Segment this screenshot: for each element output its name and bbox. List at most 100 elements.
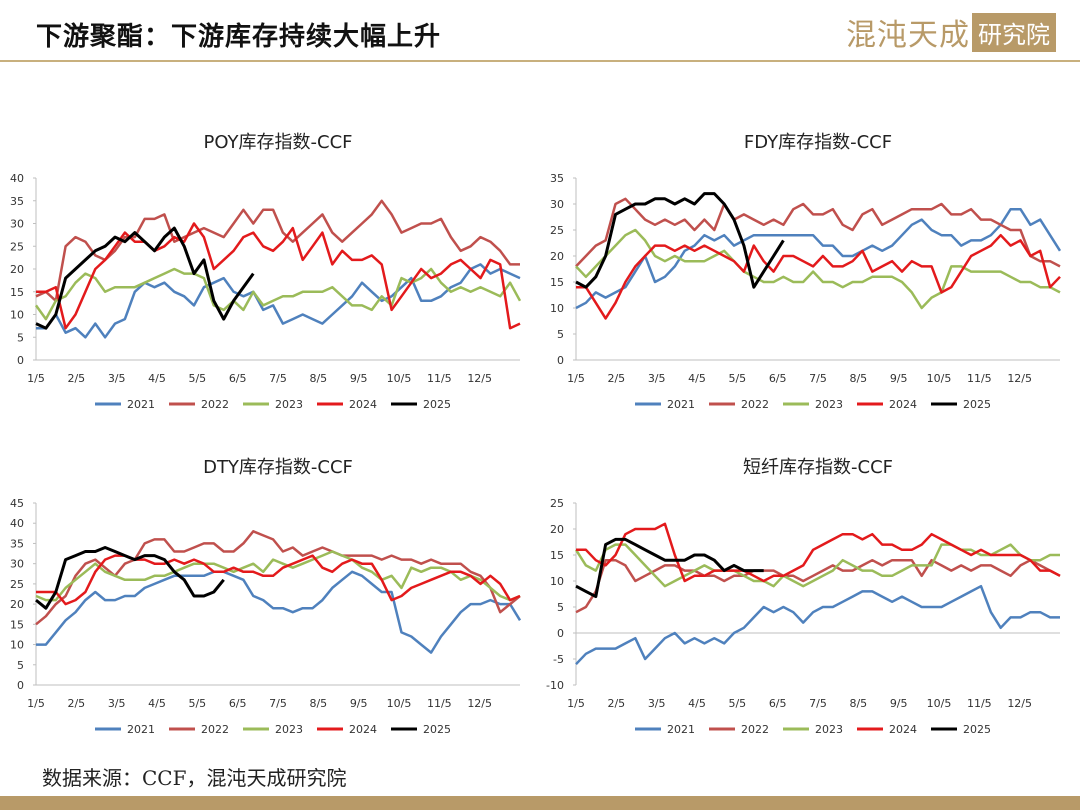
series-line-2024	[576, 522, 1061, 583]
legend-label-2025: 2025	[423, 723, 451, 736]
y-tick-label: 20	[10, 598, 24, 611]
legend-label-2022: 2022	[741, 723, 769, 736]
x-tick-label: 7/5	[269, 697, 287, 710]
y-tick-label: 10	[10, 639, 24, 652]
y-tick-label: 35	[10, 195, 24, 208]
x-tick-label: 1/5	[567, 372, 585, 385]
x-tick-label: 1/5	[27, 372, 45, 385]
x-tick-label: 12/5	[467, 372, 492, 385]
y-tick-label: 25	[10, 240, 24, 253]
x-tick-label: 6/5	[769, 372, 787, 385]
x-tick-label: 1/5	[567, 697, 585, 710]
series-line-2022	[35, 530, 521, 626]
series-line-2021	[575, 207, 1062, 310]
x-tick-label: 8/5	[309, 697, 327, 710]
brand-logo: 混沌天成 研究院	[846, 12, 1056, 53]
legend-label-2025: 2025	[423, 398, 451, 411]
legend-label-2024: 2024	[889, 398, 917, 411]
y-tick-label: 10	[10, 309, 24, 322]
series-line-2025	[575, 537, 764, 599]
x-tick-label: 5/5	[728, 372, 746, 385]
chart-title: FDY库存指数-CCF	[744, 132, 892, 153]
x-tick-label: 5/5	[188, 372, 206, 385]
x-tick-label: 3/5	[108, 697, 126, 710]
y-tick-label: 0	[557, 627, 564, 640]
x-tick-label: 9/5	[890, 372, 908, 385]
x-tick-label: 7/5	[809, 372, 827, 385]
series-line-2022	[35, 199, 520, 303]
page-title: 下游聚酯：下游库存持续大幅上升	[36, 22, 442, 52]
series-line-2023	[35, 550, 521, 602]
x-tick-label: 4/5	[688, 697, 706, 710]
series-line-2022	[575, 197, 1061, 268]
x-tick-label: 4/5	[148, 372, 166, 385]
series-line-2022	[575, 558, 1061, 614]
y-tick-label: 35	[550, 172, 564, 185]
y-tick-label: 15	[550, 276, 564, 289]
series-line-2024	[36, 554, 521, 606]
logo-text: 混沌天成	[846, 18, 970, 53]
series-line-2023	[34, 267, 522, 321]
x-tick-label: 2/5	[67, 697, 85, 710]
legend-label-2022: 2022	[201, 723, 229, 736]
x-tick-label: 2/5	[67, 372, 85, 385]
series-line-2021	[36, 570, 522, 654]
y-tick-label: 5	[17, 331, 24, 344]
x-tick-label: 3/5	[108, 372, 126, 385]
chart-title: DTY库存指数-CCF	[203, 457, 353, 478]
y-tick-label: 15	[550, 549, 564, 562]
legend-label-2022: 2022	[201, 398, 229, 411]
x-tick-label: 1/5	[27, 697, 45, 710]
y-tick-label: 45	[10, 497, 24, 510]
chart-title: 短纤库存指数-CCF	[743, 457, 893, 478]
data-source-note: 数据来源：CCF，混沌天成研究院	[42, 766, 347, 790]
legend-label-2024: 2024	[349, 723, 377, 736]
x-tick-label: 9/5	[890, 697, 908, 710]
x-tick-label: 3/5	[648, 697, 666, 710]
y-tick-label: 20	[550, 250, 564, 263]
y-tick-label: -10	[546, 679, 564, 692]
x-tick-label: 9/5	[350, 697, 368, 710]
legend-label-2023: 2023	[815, 398, 843, 411]
y-tick-label: -5	[553, 653, 564, 666]
y-tick-label: 25	[10, 578, 24, 591]
x-tick-label: 11/5	[967, 697, 992, 710]
x-tick-label: 12/5	[1007, 372, 1032, 385]
x-tick-label: 5/5	[728, 697, 746, 710]
x-tick-label: 11/5	[967, 372, 992, 385]
legend-label-2023: 2023	[275, 398, 303, 411]
x-tick-label: 11/5	[427, 697, 452, 710]
legend-label-2025: 2025	[963, 723, 991, 736]
x-tick-label: 10/5	[387, 697, 412, 710]
y-tick-label: 20	[550, 523, 564, 536]
x-tick-label: 4/5	[688, 372, 706, 385]
y-tick-label: 5	[557, 328, 564, 341]
legend-label-2023: 2023	[815, 723, 843, 736]
series-line-2024	[576, 233, 1061, 320]
legend-label-2022: 2022	[741, 398, 769, 411]
legend-label-2024: 2024	[349, 398, 377, 411]
series-line-2024	[36, 222, 521, 330]
y-tick-label: 0	[17, 679, 24, 692]
x-tick-label: 2/5	[607, 372, 625, 385]
y-tick-label: 15	[10, 618, 24, 631]
y-tick-label: 15	[10, 286, 24, 299]
x-tick-label: 7/5	[269, 372, 287, 385]
x-tick-label: 8/5	[849, 372, 867, 385]
y-tick-label: 0	[17, 354, 24, 367]
series-line-2025	[575, 192, 785, 289]
series-line-2025	[35, 226, 255, 330]
y-tick-label: 30	[10, 218, 24, 231]
series-line-2021	[575, 584, 1060, 666]
header-divider	[0, 60, 1080, 62]
y-tick-label: 0	[557, 354, 564, 367]
x-tick-label: 3/5	[648, 372, 666, 385]
series-line-2021	[36, 263, 521, 339]
y-tick-label: 10	[550, 302, 564, 315]
series-line-2023	[574, 543, 1060, 588]
footer-bar	[0, 796, 1080, 810]
